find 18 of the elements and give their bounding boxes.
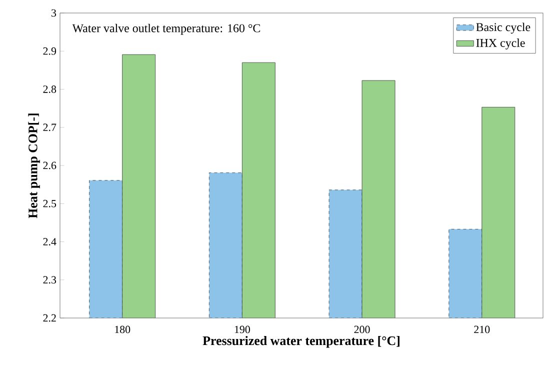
y-axis-title: Heat pump COP[-] <box>28 114 40 218</box>
y-tick-label: 2.8 <box>43 86 56 93</box>
y-tick-label: 2.6 <box>43 162 56 170</box>
x-tick-label: 200 <box>354 326 370 334</box>
x-tick-label: 190 <box>234 326 250 334</box>
x-tick-label: 210 <box>474 326 490 334</box>
y-tick-label: 2.4 <box>43 238 56 246</box>
legend-label: Basic cycle <box>476 22 530 34</box>
y-tick-label: 2.3 <box>43 276 56 284</box>
y-tick-label: 2.5 <box>43 200 56 208</box>
x-axis-title: Pressurized water temperature [°C] <box>202 336 400 348</box>
legend-label: IHX cycle <box>476 38 525 50</box>
x-tick-label: 180 <box>115 326 130 334</box>
y-tick-label: 2.2 <box>43 314 56 322</box>
annotation: Water valve outlet temperature: 160 °C <box>72 24 260 35</box>
y-tick-label: 2.9 <box>43 47 56 55</box>
y-tick-label: 2.7 <box>43 124 56 132</box>
y-tick-label: 3 <box>52 9 56 17</box>
